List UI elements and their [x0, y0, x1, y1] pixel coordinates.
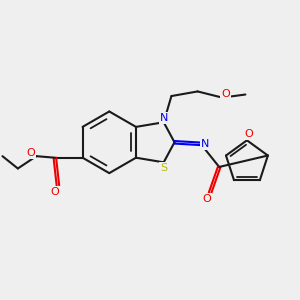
- Text: N: N: [160, 113, 168, 123]
- Text: O: O: [26, 148, 35, 158]
- Text: O: O: [50, 187, 59, 197]
- Text: O: O: [245, 129, 254, 139]
- Text: S: S: [160, 163, 167, 173]
- Text: O: O: [202, 194, 211, 204]
- Text: O: O: [221, 89, 230, 99]
- Text: N: N: [201, 139, 209, 149]
